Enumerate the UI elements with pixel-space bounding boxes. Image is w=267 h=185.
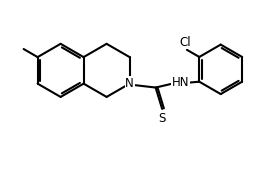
Text: Cl: Cl <box>180 36 191 48</box>
Text: HN: HN <box>172 76 189 89</box>
Text: S: S <box>158 112 166 125</box>
Text: N: N <box>125 77 134 90</box>
